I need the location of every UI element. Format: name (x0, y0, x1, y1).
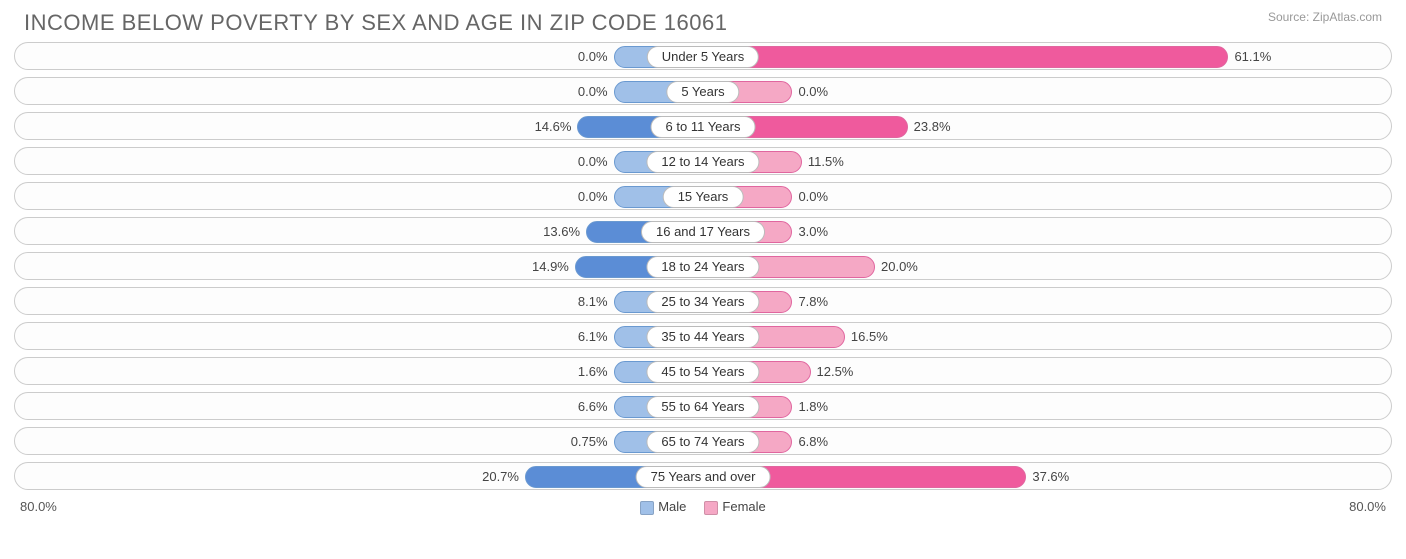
male-value-label: 6.6% (578, 393, 608, 421)
chart-row: 1.6% 12.5% 45 to 54 Years (14, 357, 1392, 385)
male-value-label: 0.0% (578, 183, 608, 211)
category-label: 25 to 34 Years (646, 291, 759, 313)
male-value-label: 14.9% (532, 253, 569, 281)
legend: Male Female (640, 499, 766, 515)
chart-row: 6.1% 16.5% 35 to 44 Years (14, 322, 1392, 350)
legend-swatch (640, 501, 654, 515)
legend-item: Female (704, 499, 765, 515)
chart-title: INCOME BELOW POVERTY BY SEX AND AGE IN Z… (24, 10, 727, 36)
chart-row: 0.75% 6.8% 65 to 74 Years (14, 427, 1392, 455)
axis-row: 80.0% Male Female 80.0% (0, 497, 1406, 515)
female-value-label: 11.5% (808, 148, 844, 176)
chart-row: 0.0% 0.0% 15 Years (14, 182, 1392, 210)
male-value-label: 0.0% (578, 78, 608, 106)
female-value-label: 23.8% (914, 113, 951, 141)
male-value-label: 14.6% (535, 113, 572, 141)
female-value-label: 7.8% (798, 288, 828, 316)
chart-row: 8.1% 7.8% 25 to 34 Years (14, 287, 1392, 315)
category-label: 5 Years (666, 81, 739, 103)
female-value-label: 6.8% (798, 428, 828, 456)
male-value-label: 20.7% (482, 463, 519, 491)
category-label: 65 to 74 Years (646, 431, 759, 453)
category-label: 12 to 14 Years (646, 151, 759, 173)
chart-row: 13.6% 3.0% 16 and 17 Years (14, 217, 1392, 245)
female-value-label: 0.0% (798, 183, 828, 211)
category-label: 35 to 44 Years (646, 326, 759, 348)
chart-row: 0.0% 61.1% Under 5 Years (14, 42, 1392, 70)
female-value-label: 3.0% (798, 218, 828, 246)
male-value-label: 8.1% (578, 288, 608, 316)
female-value-label: 16.5% (851, 323, 888, 351)
legend-swatch (704, 501, 718, 515)
axis-right-label: 80.0% (1349, 499, 1386, 515)
category-label: 16 and 17 Years (641, 221, 765, 243)
chart-row: 14.6% 23.8% 6 to 11 Years (14, 112, 1392, 140)
male-value-label: 6.1% (578, 323, 608, 351)
male-value-label: 0.0% (578, 43, 608, 71)
chart-row: 14.9% 20.0% 18 to 24 Years (14, 252, 1392, 280)
chart-source: Source: ZipAtlas.com (1268, 10, 1382, 24)
chart-row: 0.0% 11.5% 12 to 14 Years (14, 147, 1392, 175)
category-label: 55 to 64 Years (646, 396, 759, 418)
female-value-label: 0.0% (798, 78, 828, 106)
category-label: 18 to 24 Years (646, 256, 759, 278)
male-value-label: 0.0% (578, 148, 608, 176)
category-label: 75 Years and over (636, 466, 771, 488)
female-value-label: 61.1% (1234, 43, 1271, 71)
male-value-label: 1.6% (578, 358, 608, 386)
axis-left-label: 80.0% (20, 499, 57, 515)
chart-row: 0.0% 0.0% 5 Years (14, 77, 1392, 105)
chart-row: 20.7% 37.6% 75 Years and over (14, 462, 1392, 490)
chart-header: INCOME BELOW POVERTY BY SEX AND AGE IN Z… (0, 0, 1406, 42)
female-value-label: 37.6% (1032, 463, 1069, 491)
male-value-label: 0.75% (571, 428, 608, 456)
legend-item: Male (640, 499, 686, 515)
female-value-label: 20.0% (881, 253, 918, 281)
female-value-label: 12.5% (817, 358, 854, 386)
chart-row: 6.6% 1.8% 55 to 64 Years (14, 392, 1392, 420)
category-label: 45 to 54 Years (646, 361, 759, 383)
category-label: 6 to 11 Years (651, 116, 756, 138)
male-value-label: 13.6% (543, 218, 580, 246)
category-label: 15 Years (663, 186, 744, 208)
category-label: Under 5 Years (647, 46, 759, 68)
chart-area: 0.0% 61.1% Under 5 Years 0.0% 0.0% 5 Years 14.… (0, 42, 1406, 490)
female-bar (703, 46, 1228, 68)
female-value-label: 1.8% (798, 393, 828, 421)
